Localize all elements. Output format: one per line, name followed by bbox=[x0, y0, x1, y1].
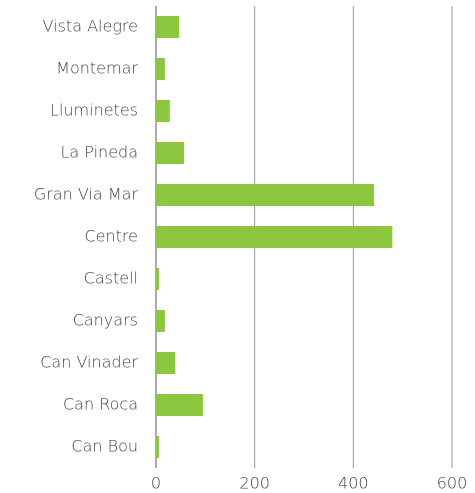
y-tick-label: Can Bou bbox=[71, 437, 138, 456]
y-tick-label: Canyars bbox=[73, 311, 138, 330]
y-tick-label: Can Vinader bbox=[40, 353, 138, 372]
x-tick-label: 200 bbox=[239, 474, 270, 493]
y-tick-label: Centre bbox=[85, 227, 139, 246]
bar bbox=[156, 310, 165, 332]
bar bbox=[156, 58, 165, 80]
y-tick-label: Vista Alegre bbox=[43, 17, 138, 36]
x-tick-label: 400 bbox=[338, 474, 369, 493]
y-tick-label: Can Roca bbox=[63, 395, 138, 414]
bar bbox=[156, 184, 375, 206]
bar bbox=[156, 436, 159, 458]
bar bbox=[156, 352, 176, 374]
y-tick-label: Lluminetes bbox=[50, 101, 138, 120]
x-tick-label: 0 bbox=[151, 474, 161, 493]
x-tick-label: 600 bbox=[437, 474, 468, 493]
bar bbox=[156, 394, 203, 416]
bar bbox=[156, 226, 393, 248]
bar bbox=[156, 142, 185, 164]
bar bbox=[156, 268, 159, 290]
y-tick-label: La Pineda bbox=[61, 143, 139, 162]
y-tick-label: Gran Via Mar bbox=[34, 185, 139, 204]
y-tick-label: Montemar bbox=[56, 59, 138, 78]
y-tick-label: Castell bbox=[84, 269, 138, 288]
bar bbox=[156, 16, 180, 38]
bar bbox=[156, 100, 170, 122]
